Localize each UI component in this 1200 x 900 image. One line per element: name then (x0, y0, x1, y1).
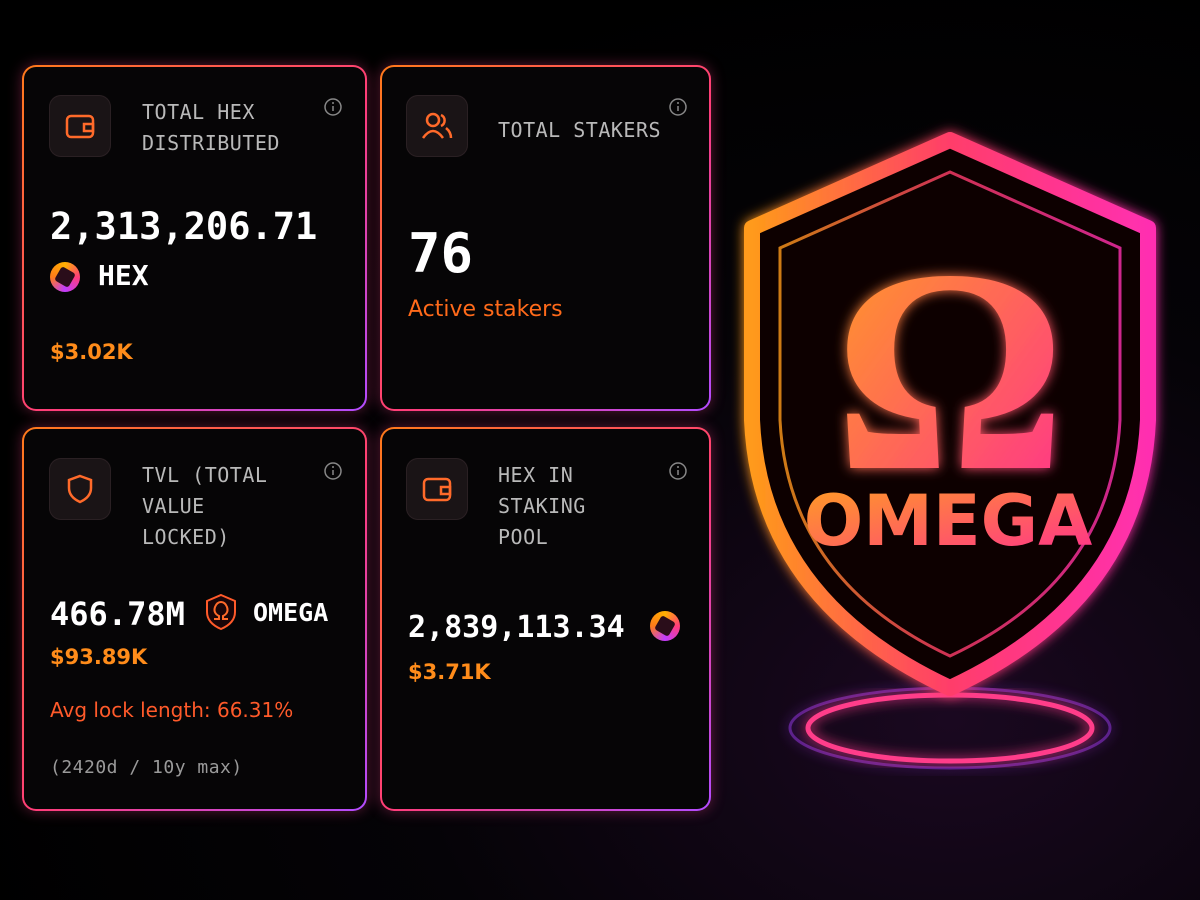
card-unit: OMEGA (253, 598, 329, 627)
card-value: 2,313,206.71 (50, 205, 318, 248)
card-title: HEX IN STAKING POOL (498, 463, 586, 549)
icon-box (49, 95, 111, 157)
card-note: Avg lock length: 66.31% (50, 698, 294, 722)
info-icon[interactable] (668, 461, 688, 481)
card-title: TOTAL STAKERS (498, 118, 662, 142)
shield (744, 132, 1156, 696)
icon-box (49, 458, 111, 520)
card-value: 76 (408, 222, 474, 285)
card-usd: $3.02K (50, 340, 133, 364)
users-icon (421, 112, 453, 139)
card-value: 2,839,113.34 (408, 610, 625, 645)
card-usd: $93.89K (50, 645, 148, 669)
platform-outer (788, 686, 1112, 770)
icon-box (406, 458, 468, 520)
wallet-icon (65, 114, 95, 139)
wallet-icon (422, 477, 452, 502)
logo-name: OMEGA (804, 480, 1093, 562)
card-title: TVL (TOTAL VALUE LOCKED) (142, 463, 268, 549)
card-caption: Active stakers (408, 297, 563, 322)
omega-badge (206, 593, 236, 631)
card-title: TOTAL HEX DISTRIBUTED (142, 100, 280, 155)
info-icon[interactable] (668, 97, 688, 117)
hex-coin (50, 262, 80, 292)
shield-icon (67, 474, 93, 504)
info-icon[interactable] (323, 97, 343, 117)
shield-inner (778, 170, 1122, 658)
hex-coin (650, 611, 680, 641)
platform-ring (805, 692, 1095, 764)
card-usd: $3.71K (408, 660, 491, 684)
info-icon[interactable] (323, 461, 343, 481)
card-unit: HEX (98, 259, 149, 292)
logo-symbol: Ω (834, 210, 1066, 531)
card-value: 466.78M (50, 595, 185, 633)
card-detail: (2420d / 10y max) (50, 757, 243, 778)
icon-box (406, 95, 468, 157)
